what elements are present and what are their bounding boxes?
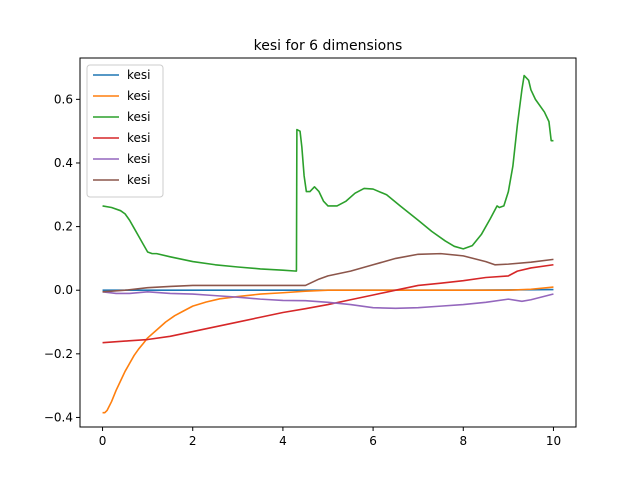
x-axis: 0 2 4 6 8 10	[99, 427, 561, 448]
chart-title: kesi for 6 dimensions	[254, 38, 403, 54]
legend-label: kesi	[127, 173, 151, 187]
y-tick-label: 0.6	[54, 92, 73, 106]
x-tick-label: 10	[546, 434, 561, 448]
legend-label: kesi	[127, 131, 151, 145]
x-tick-label: 4	[279, 434, 287, 448]
series-line-6	[102, 252, 554, 293]
x-tick-label: 2	[189, 434, 197, 448]
legend-label: kesi	[127, 89, 151, 103]
legend-label: kesi	[127, 110, 151, 124]
y-tick-label: 0.2	[54, 220, 73, 234]
series-line-4	[102, 263, 554, 344]
y-tick-label: 0.4	[54, 156, 73, 170]
series-line-3	[102, 74, 554, 272]
x-tick-label: 0	[99, 434, 107, 448]
y-tick-label: 0.0	[54, 283, 73, 297]
series-line-5	[102, 291, 554, 310]
y-axis: −0.4 −0.2 0.0 0.2 0.4 0.6	[44, 92, 80, 424]
series-layer	[102, 74, 554, 414]
y-tick-label: −0.2	[44, 347, 73, 361]
legend-label: kesi	[127, 68, 151, 82]
legend-box	[86, 64, 164, 198]
plot-frame	[79, 57, 577, 428]
legend: kesi kesi kesi kesi kesi kesi	[86, 64, 164, 198]
legend-label: kesi	[127, 152, 151, 166]
series-line-2	[102, 286, 554, 414]
x-tick-label: 8	[459, 434, 467, 448]
y-tick-label: −0.4	[44, 410, 73, 424]
x-tick-label: 6	[369, 434, 377, 448]
